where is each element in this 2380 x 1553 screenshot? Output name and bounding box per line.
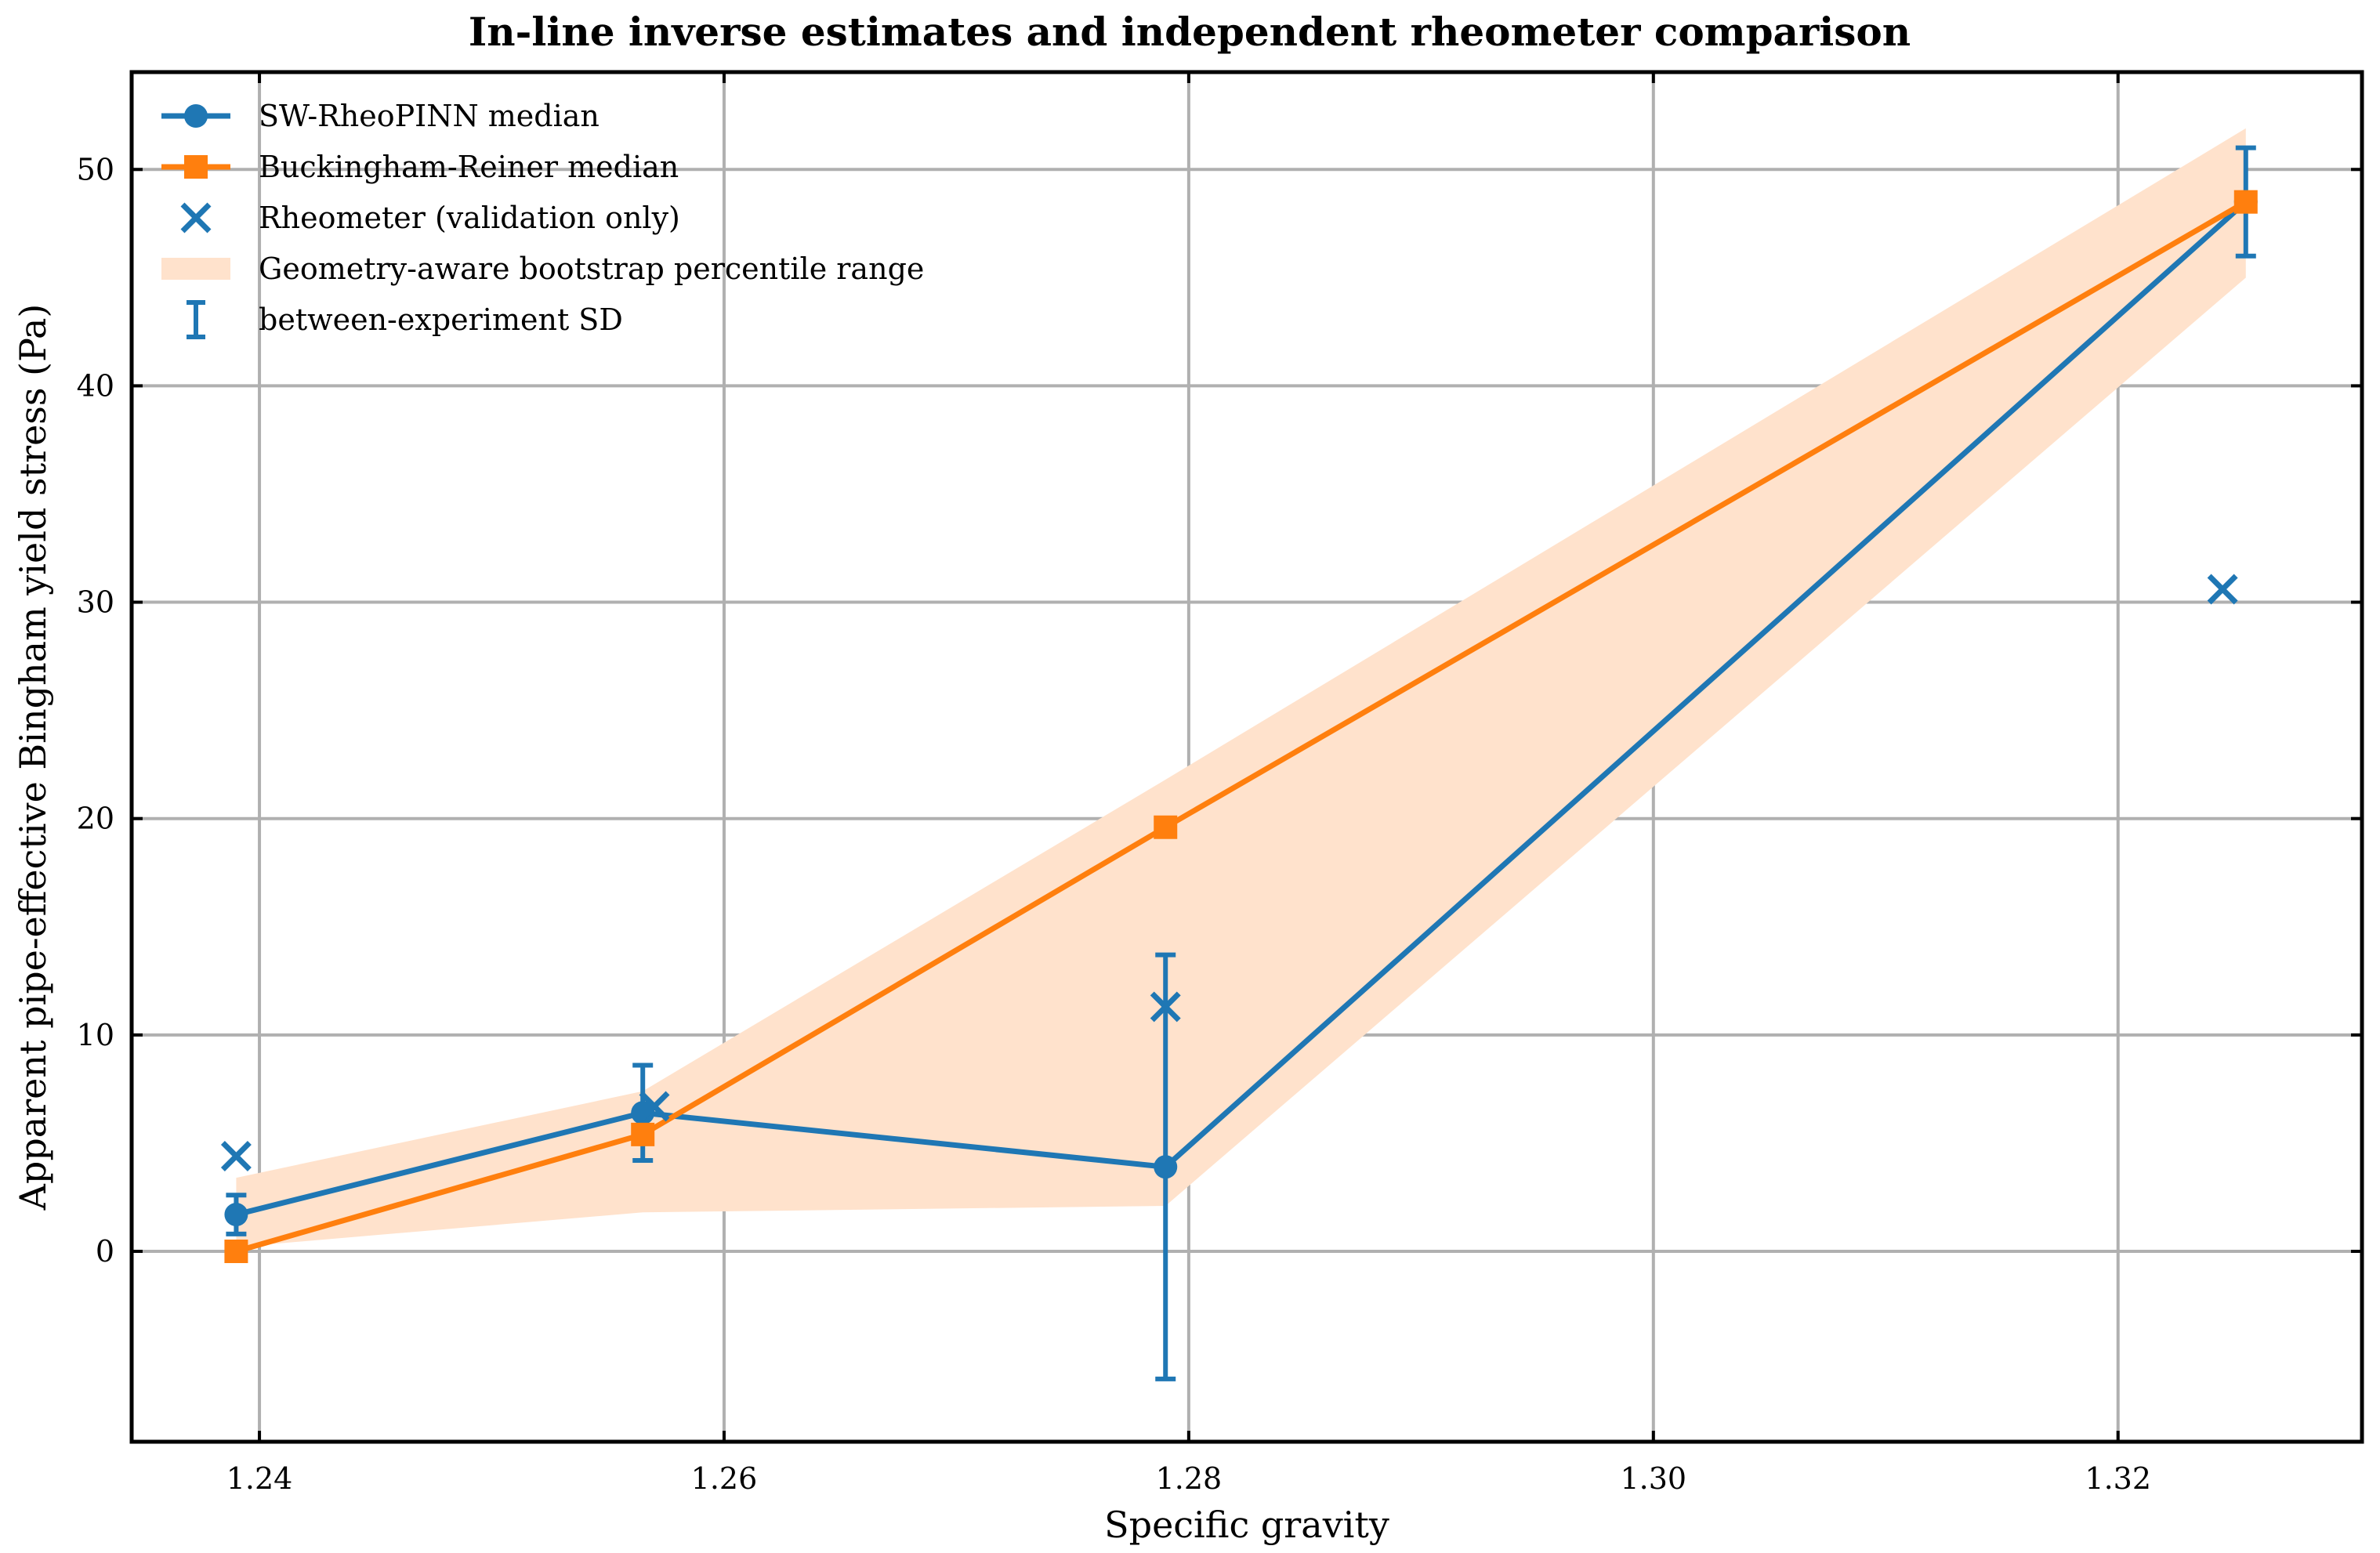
tick-layer: 1.24 1.26 1.28 1.30 1.32 0 10 20 30 40 50 [77, 72, 2362, 1496]
y-tick-label: 20 [77, 802, 114, 836]
legend-circle-marker [184, 104, 208, 128]
legend-item: between-experiment SD [187, 300, 623, 339]
x-tick-label: 1.26 [691, 1461, 758, 1496]
x-tick-label: 1.30 [1620, 1461, 1686, 1496]
legend-label: Buckingham-Reiner median [259, 150, 679, 184]
br-median-point [224, 1239, 248, 1263]
rheometer-x-stroke [220, 1141, 252, 1171]
br-median-point [1154, 815, 1178, 839]
x-tick-label: 1.24 [226, 1461, 293, 1496]
legend-item: Rheometer (validation only) [180, 201, 680, 235]
x-tick-label: 1.28 [1156, 1461, 1223, 1496]
rheometer-x-stroke [1150, 991, 1181, 1023]
br-median-point [2233, 190, 2258, 214]
rheometer-point [1150, 991, 1181, 1023]
br-median-point [631, 1122, 655, 1146]
y-axis-label: Apparent pipe-effective Bingham yield st… [12, 304, 54, 1211]
pinn-median-point [1154, 1155, 1178, 1179]
band-layer [236, 128, 2246, 1247]
rheometer-point [2207, 574, 2238, 605]
legend-patch-swatch [161, 258, 230, 280]
pinn-median-point [224, 1203, 248, 1227]
rheometer-x-stroke [639, 1091, 670, 1122]
pinn-median-point [631, 1101, 655, 1125]
series-layer [220, 145, 2258, 1381]
pinn-median-line [235, 200, 2248, 1218]
legend-item: Geometry-aware bootstrap percentile rang… [161, 252, 924, 286]
legend-label: Geometry-aware bootstrap percentile rang… [259, 252, 924, 286]
legend-label: SW-RheoPINN median [259, 99, 600, 133]
legend: SW-RheoPINN median Buckingham-Reiner medi… [161, 99, 924, 339]
plot-frame [129, 70, 2364, 1444]
rheometer-x-stroke [2207, 574, 2238, 605]
legend-item: SW-RheoPINN median [161, 99, 600, 133]
percentile-band [236, 128, 2246, 1247]
y-tick-label: 0 [96, 1234, 114, 1269]
y-tick-label: 40 [77, 368, 114, 403]
legend-label: between-experiment SD [259, 302, 623, 337]
y-tick-label: 10 [77, 1018, 114, 1052]
y-tick-label: 30 [77, 585, 114, 620]
y-tick-label: 50 [77, 152, 114, 186]
rheometer-point [639, 1091, 670, 1122]
rheometer-point [220, 1141, 252, 1171]
legend-square-marker [184, 155, 208, 179]
x-tick-label: 1.32 [2085, 1461, 2151, 1496]
chart-title: In-line inverse estimates and independen… [469, 9, 1911, 55]
x-axis-label: Specific gravity [1104, 1504, 1389, 1546]
br-median-line [235, 199, 2248, 1254]
legend-x-stroke [180, 202, 212, 233]
legend-label: Rheometer (validation only) [259, 201, 680, 235]
legend-item: Buckingham-Reiner median [161, 150, 679, 184]
